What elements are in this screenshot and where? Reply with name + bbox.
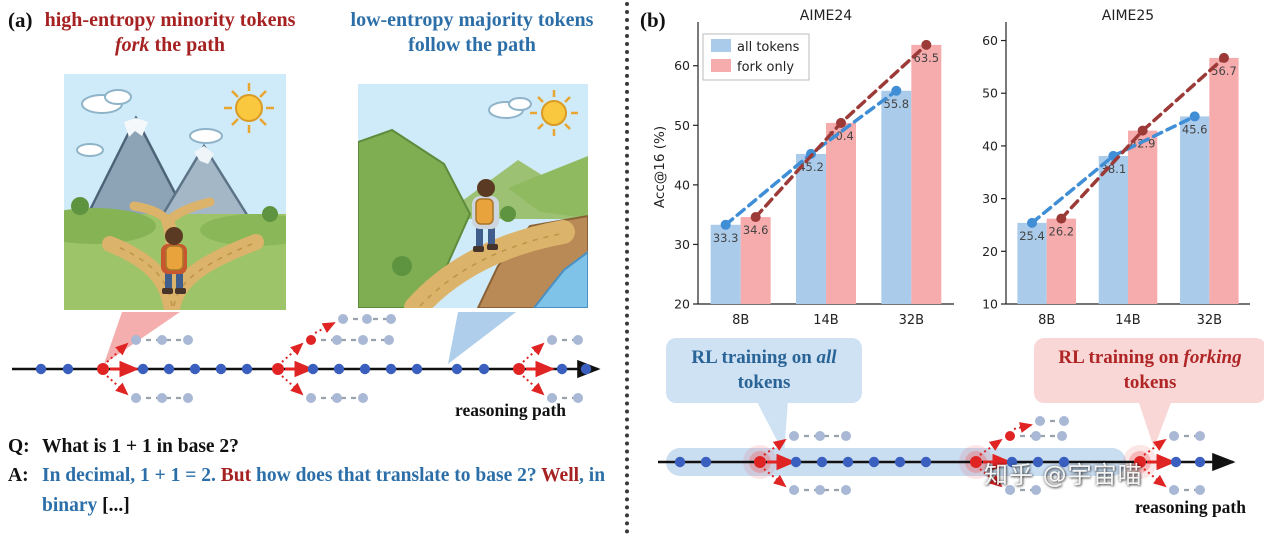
answer-fork-token: Well — [541, 465, 580, 487]
svg-text:Acc@16 (%): Acc@16 (%) — [652, 126, 668, 208]
svg-text:60: 60 — [982, 33, 998, 48]
svg-text:AIME24: AIME24 — [800, 8, 853, 24]
svg-text:14B: 14B — [1115, 313, 1140, 328]
answer-part: , in binary — [42, 465, 606, 516]
svg-text:20: 20 — [982, 244, 998, 259]
svg-text:32B: 32B — [1197, 313, 1222, 328]
answer-part: how does that translate to base 2? — [251, 465, 542, 487]
sun-rays-icon — [224, 83, 274, 133]
svg-text:45.2: 45.2 — [798, 160, 824, 174]
svg-text:63.5: 63.5 — [914, 51, 940, 65]
svg-text:50.4: 50.4 — [828, 129, 854, 143]
answer-part: In decimal, 1 + 1 = 2. — [42, 465, 221, 487]
svg-text:32B: 32B — [899, 313, 924, 328]
aime24-chart: AIME24 20 30 40 50 60 8B 14B 32B 33.3 45.2 55.8 34.6… — [652, 8, 954, 328]
panel-a: (a) high-entropy minority tokens fork th… — [0, 0, 622, 536]
hiker-icon-2 — [472, 179, 499, 252]
reasoning-path-label: reasoning path — [1134, 497, 1246, 517]
svg-text:AIME25: AIME25 — [1102, 8, 1154, 24]
hill — [64, 208, 156, 244]
callout-blue-text: RL training on — [691, 347, 817, 368]
reasoning-path-diagram-left — [12, 312, 601, 403]
caption-low-entropy: low-entropy majority tokens follow the p… — [350, 9, 594, 56]
svg-text:26.2: 26.2 — [1049, 225, 1075, 239]
svg-text:50: 50 — [982, 86, 998, 101]
caption-red-text2: the path — [149, 34, 226, 56]
svg-text:25.4: 25.4 — [1019, 229, 1045, 243]
answer-ellipsis: [...] — [102, 494, 130, 516]
callout-red-text2: tokens — [1123, 371, 1177, 393]
svg-text:8B: 8B — [732, 313, 749, 328]
panel-a-label: (a) — [8, 8, 33, 32]
question-text: What is 1 + 1 in base 2? — [42, 436, 239, 457]
svg-text:38.1: 38.1 — [1101, 162, 1127, 176]
tree-icon — [71, 197, 89, 215]
fork-illustration — [64, 74, 286, 310]
svg-text:20: 20 — [674, 297, 690, 312]
svg-text:40: 40 — [982, 138, 998, 153]
svg-text:40: 40 — [674, 177, 690, 192]
svg-text:34.6: 34.6 — [743, 223, 769, 237]
callout-blue-text2: tokens — [737, 371, 791, 393]
svg-text:55.8: 55.8 — [884, 97, 910, 111]
reasoning-path-label: reasoning path — [455, 400, 567, 420]
caption-red-italic: fork — [114, 34, 150, 56]
bush-icon-2 — [500, 206, 516, 222]
panel-b-label: (b) — [640, 8, 666, 32]
tree-icon-2 — [262, 206, 278, 222]
river — [532, 250, 588, 308]
callout-forking-tokens: RL training on forking tokens — [1034, 338, 1264, 404]
answer-fork-token: But — [220, 465, 252, 487]
svg-text:56.7: 56.7 — [1211, 64, 1237, 78]
svg-text:all tokens: all tokens — [737, 40, 800, 55]
bush-icon — [392, 256, 412, 276]
svg-text:45.6: 45.6 — [1182, 122, 1208, 136]
callout-all-tokens: RL training on all tokens — [666, 338, 862, 404]
hiker-icon — [161, 227, 187, 294]
svg-text:8B: 8B — [1038, 313, 1055, 328]
right-slope — [508, 156, 588, 218]
panel-b: (b) AIME24 20 30 40 50 60 8B 14B 32B 33.3 45.2 55.8… — [636, 0, 1264, 536]
callout-red-text: RL training on — [1058, 347, 1184, 368]
left-hillside — [358, 128, 472, 308]
svg-text:30: 30 — [982, 191, 998, 206]
q-label: Q: — [8, 436, 30, 457]
caption-high-entropy: high-entropy minority tokens fork the pa… — [30, 8, 310, 58]
callout-red-italic: forking — [1183, 347, 1242, 368]
hill-2 — [200, 214, 286, 246]
panel-divider — [625, 2, 629, 534]
single-path — [404, 220, 575, 308]
question-row: Q: What is 1 + 1 in base 2? — [8, 432, 614, 461]
clouds-icon — [76, 89, 223, 157]
answer-row: A: In decimal, 1 + 1 = 2. But how does t… — [8, 461, 614, 520]
svg-text:60: 60 — [674, 58, 690, 73]
a-label: A: — [8, 465, 29, 487]
caption-red-text: high-entropy minority tokens — [44, 9, 296, 31]
svg-text:14B: 14B — [813, 313, 838, 328]
sun-rays-icon-2 — [530, 90, 578, 136]
path-edges — [115, 243, 253, 307]
snow-cap — [124, 118, 148, 137]
aime25-chart: AIME25 10 20 30 40 50 60 8B 14B 32B 25.4 38.1 45.6 26… — [982, 8, 1250, 328]
svg-text:10: 10 — [982, 297, 998, 312]
watermark: 知乎 @宇宙喵 — [984, 461, 1143, 489]
callout-blue-italic: all — [816, 347, 837, 368]
cloud-icon-2 — [488, 97, 532, 119]
reasoning-path-diagram-right — [658, 416, 1236, 495]
answer-text: In decimal, 1 + 1 = 2. But how does that… — [42, 461, 614, 520]
svg-text:33.3: 33.3 — [713, 231, 739, 245]
svg-text:50: 50 — [674, 118, 690, 133]
trail-illustration — [358, 84, 588, 308]
svg-text:30: 30 — [674, 237, 690, 252]
sun-icon-2 — [541, 100, 567, 126]
qa-example: Q: What is 1 + 1 in base 2? A: In decima… — [8, 432, 614, 520]
callout-tail-red — [1138, 400, 1172, 448]
snow-cap-2 — [194, 146, 214, 164]
svg-text:fork only: fork only — [737, 60, 794, 75]
sun-icon — [235, 94, 263, 122]
